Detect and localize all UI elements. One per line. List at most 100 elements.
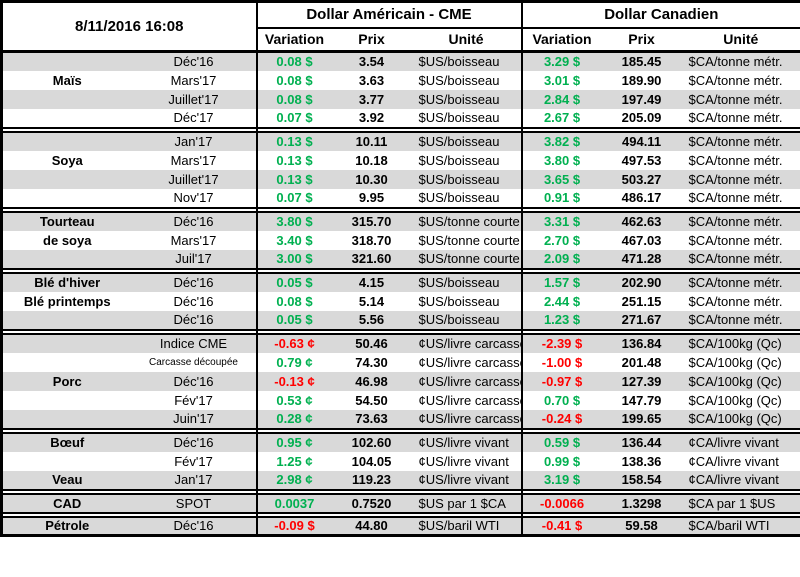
ca-unit: $CA/tonne métr. — [681, 51, 800, 71]
commodity-label — [1, 188, 132, 208]
ca-unit: ¢CA/livre vivant — [681, 451, 800, 471]
ca-variation: 3.19 $ — [520, 470, 602, 490]
us-variation: -0.63 ¢ — [255, 333, 332, 353]
ca-variation: 2.09 $ — [520, 249, 602, 269]
us-variation: 0.13 $ — [255, 150, 332, 170]
ca-price: 185.45 — [601, 51, 682, 71]
us-price: 9.95 — [331, 188, 412, 208]
ca-variation: -0.0066 — [520, 493, 602, 513]
ca-unit: $CA/tonne métr. — [681, 131, 800, 151]
contract-month: Déc'16 — [131, 291, 257, 311]
section-header-row: 8/11/2016 16:08 Dollar Américain - CME D… — [1, 1, 800, 53]
us-variation: 0.13 $ — [255, 169, 332, 189]
us-unit: $US/boisseau — [411, 291, 522, 311]
us-variation: -0.09 $ — [255, 516, 332, 536]
contract-month: Nov'17 — [131, 188, 257, 208]
us-price: 3.77 — [331, 89, 412, 109]
ca-variation: 2.70 $ — [520, 230, 602, 250]
group-separator — [1, 126, 800, 133]
ca-unit: $CA/tonne métr. — [681, 188, 800, 208]
table-row: Bœuf Déc'16 0.95 ¢ 102.60 ¢US/livre vivant 0.… — [1, 432, 800, 452]
commodity-label — [1, 451, 132, 471]
table-row: Juillet'17 0.13 $10.30 $US/boisseau 3.65 $5… — [1, 169, 800, 189]
ca-variation: 3.65 $ — [520, 169, 602, 189]
ca-unit: $CA par 1 $US — [681, 493, 800, 513]
cad-unite-header: Unité — [681, 27, 800, 53]
ca-price: 197.49 — [601, 89, 682, 109]
ca-price: 59.58 — [601, 516, 682, 536]
us-unit: $US/boisseau — [411, 108, 522, 128]
ca-unit: $CA/100kg (Qc) — [681, 352, 800, 372]
ca-price: 189.90 — [601, 70, 682, 90]
us-price: 50.46 — [331, 333, 412, 353]
commodity-label: Pétrole — [1, 516, 132, 536]
commodity-price-report: 8/11/2016 16:08 Dollar Américain - CME D… — [0, 0, 800, 537]
us-unit: $US/baril WTI — [411, 516, 522, 536]
group-separator — [1, 511, 800, 518]
us-variation: 0.0037 — [255, 493, 332, 513]
ca-price: 471.28 — [601, 249, 682, 269]
usd-prix-header: Prix — [331, 27, 412, 53]
ca-price: 467.03 — [601, 230, 682, 250]
us-price: 321.60 — [331, 249, 412, 269]
table-row: Porc Déc'16 -0.13 ¢ 46.98 ¢US/livre carcasse… — [1, 371, 800, 391]
us-variation: 0.08 $ — [255, 89, 332, 109]
us-variation: 0.07 $ — [255, 188, 332, 208]
group-separator — [1, 427, 800, 434]
us-price: 44.80 — [331, 516, 412, 536]
contract-month: Mars'17 — [131, 150, 257, 170]
usd-variation-header: Variation — [255, 27, 332, 53]
us-unit: $US/boisseau — [411, 131, 522, 151]
contract-month: Carcasse découpée — [131, 352, 257, 372]
contract-month: Indice CME — [131, 333, 257, 353]
ca-price: 199.65 — [601, 409, 682, 429]
table-row: de soya Mars'17 3.40 $318.70 $US/tonne cour… — [1, 230, 800, 250]
contract-month: Déc'16 — [131, 272, 257, 292]
usd-section-header: Dollar Américain - CME — [255, 1, 522, 29]
ca-price: 138.36 — [601, 451, 682, 471]
commodity-label — [1, 89, 132, 109]
group-separator — [1, 267, 800, 274]
ca-unit: $CA/tonne métr. — [681, 230, 800, 250]
commodity-label: Porc — [1, 371, 132, 391]
commodity-label — [1, 409, 132, 429]
ca-price: 201.48 — [601, 352, 682, 372]
us-price: 119.23 — [331, 470, 412, 490]
us-unit: $US/boisseau — [411, 150, 522, 170]
ca-variation: -0.24 $ — [520, 409, 602, 429]
ca-price: 205.09 — [601, 108, 682, 128]
us-variation: 2.98 ¢ — [255, 470, 332, 490]
us-variation: 0.53 ¢ — [255, 390, 332, 410]
commodity-label: de soya — [1, 230, 132, 250]
us-price: 10.30 — [331, 169, 412, 189]
ca-variation: 2.67 $ — [520, 108, 602, 128]
us-variation: 0.08 $ — [255, 51, 332, 71]
commodity-label — [1, 333, 132, 353]
commodity-label — [1, 390, 132, 410]
ca-unit: $CA/tonne métr. — [681, 211, 800, 231]
ca-unit: $CA/100kg (Qc) — [681, 333, 800, 353]
group-separator — [1, 328, 800, 335]
table-row: Soya Mars'17 0.13 $10.18 $US/boisseau 3.80 $… — [1, 150, 800, 170]
contract-month: Juillet'17 — [131, 169, 257, 189]
ca-variation: -0.97 $ — [520, 371, 602, 391]
ca-price: 1.3298 — [601, 493, 682, 513]
ca-unit: $CA/tonne métr. — [681, 169, 800, 189]
contract-month: Mars'17 — [131, 230, 257, 250]
ca-unit: $CA/tonne métr. — [681, 70, 800, 90]
us-variation: 0.07 $ — [255, 108, 332, 128]
us-price: 5.56 — [331, 310, 412, 330]
group-separator — [1, 488, 800, 495]
ca-unit: $CA/100kg (Qc) — [681, 371, 800, 391]
commodity-label — [1, 249, 132, 269]
us-variation: 0.28 ¢ — [255, 409, 332, 429]
commodity-label — [1, 131, 132, 151]
us-price: 0.7520 — [331, 493, 412, 513]
ca-price: 486.17 — [601, 188, 682, 208]
ca-variation: 1.23 $ — [520, 310, 602, 330]
us-price: 3.92 — [331, 108, 412, 128]
ca-price: 127.39 — [601, 371, 682, 391]
table-row: Maïs Mars'17 0.08 $3.63 $US/boisseau 3.01 $1… — [1, 70, 800, 90]
ca-price: 147.79 — [601, 390, 682, 410]
us-unit: $US/boisseau — [411, 70, 522, 90]
